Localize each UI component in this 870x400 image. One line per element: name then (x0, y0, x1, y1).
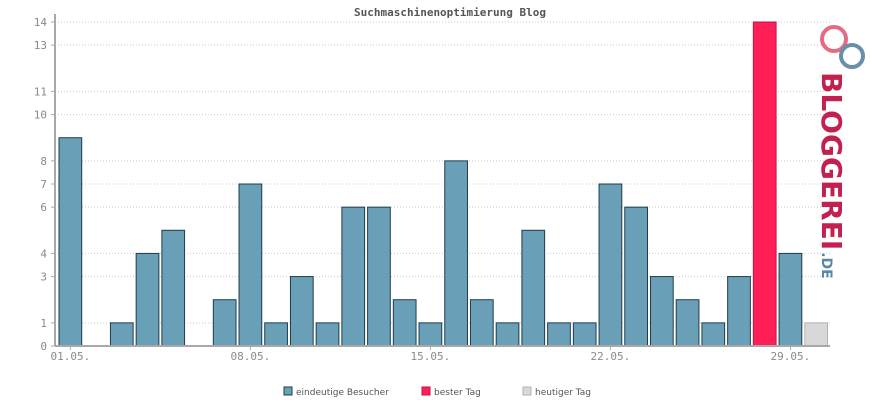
bar-visitors-9 (264, 322, 288, 347)
bar-visitors-11 (315, 322, 340, 347)
bar-visitors-3 (109, 322, 134, 347)
bar-visitors-29 (778, 252, 803, 347)
y-tick-label: 10 (34, 109, 47, 122)
bar-visitors-13 (367, 206, 391, 347)
y-tick-label: 7 (40, 178, 47, 191)
x-tick-label: 08.05. (231, 350, 271, 363)
bar-visitors-20 (547, 322, 571, 347)
y-tick-label: 11 (34, 85, 47, 98)
x-tick-label: 22.05. (591, 350, 631, 363)
bar-visitors-21 (572, 322, 597, 347)
bar-visitors-23 (624, 206, 648, 347)
bar-visitors-15 (418, 322, 443, 347)
bar-visitors-24 (649, 276, 674, 347)
y-tick-label: 14 (34, 16, 48, 29)
logo-domain: .DE (818, 252, 834, 279)
bar-group (58, 21, 829, 347)
bar-visitors-4 (135, 252, 160, 347)
bar-today-30 (804, 322, 829, 347)
x-tick-label: 29.05. (771, 350, 811, 363)
legend-swatch-visitors (283, 386, 293, 396)
logo-icon-ring-blue (839, 43, 865, 69)
x-tick-labels: 01.05. 08.05. 15.05. 22.05. 29.05. (50, 346, 810, 363)
y-tick-label: 4 (40, 247, 47, 260)
bar-visitors-26 (701, 322, 726, 347)
y-tick-label: 3 (40, 271, 47, 284)
legend-swatch-today (522, 386, 532, 396)
bar-visitors-7 (212, 299, 237, 347)
bloggerei-logo: BLOGGEREI .DE (815, 25, 865, 279)
y-tick-label: 0 (40, 340, 47, 353)
bar-visitors-16 (444, 160, 468, 347)
axes (54, 14, 830, 347)
logo-wordmark: BLOGGEREI (815, 72, 848, 250)
bar-visitors-25 (675, 299, 700, 347)
bar-visitors-1 (58, 137, 83, 347)
y-tick-label: 1 (40, 317, 47, 330)
bar-visitors-18 (495, 322, 520, 347)
legend-label-best: bester Tag (434, 388, 481, 398)
chart-title: Suchmaschinenoptimierung Blog (354, 6, 546, 19)
x-tick-label: 15.05. (411, 350, 451, 363)
bar-best-28 (752, 21, 777, 347)
bar-visitors-8 (238, 183, 263, 347)
bar-visitors-10 (289, 276, 314, 347)
logo-icon-ring-pink (820, 25, 848, 53)
legend: eindeutige Besucher bester Tag heutiger Ta… (283, 386, 591, 398)
bar-visitors-22 (598, 183, 623, 347)
bar-visitors-14 (392, 299, 417, 347)
y-tick-label: 13 (34, 39, 47, 52)
bar-visitors-12 (341, 206, 366, 347)
bar-visitors-27 (727, 276, 751, 347)
logo-icon (820, 25, 865, 69)
legend-label-today: heutiger Tag (535, 388, 591, 398)
y-tick-label: 8 (40, 155, 47, 168)
bar-visitors-17 (469, 299, 494, 347)
legend-swatch-best (421, 386, 431, 396)
legend-label-visitors: eindeutige Besucher (296, 388, 389, 398)
logo-text: BLOGGEREI .DE (815, 72, 848, 279)
y-tick-label: 6 (40, 201, 47, 214)
bar-visitors-19 (521, 229, 546, 347)
x-tick-label: 01.05. (50, 350, 90, 363)
bar-visitors-5 (161, 229, 186, 347)
